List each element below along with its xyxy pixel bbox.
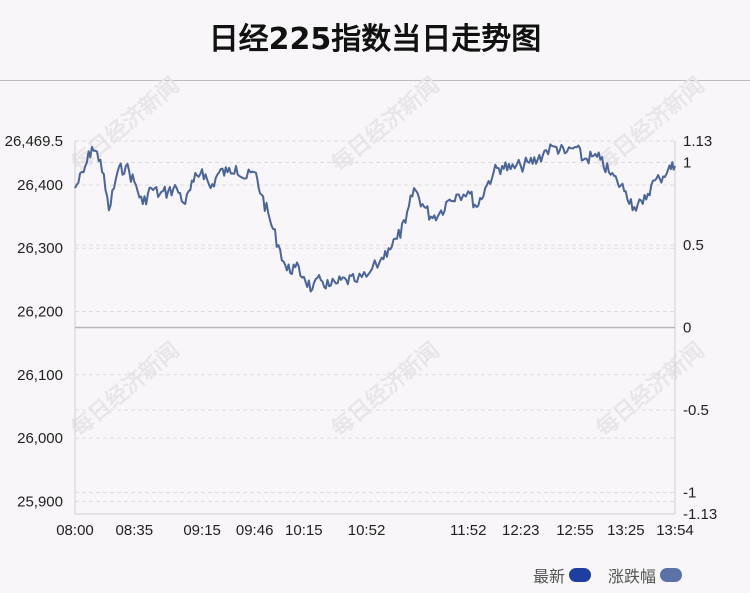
watermark-text: 每日经济新闻	[327, 337, 445, 442]
series-line-latest	[74, 143, 676, 293]
x-tick-label: 09:15	[183, 522, 221, 539]
legend-item-latest[interactable]: 最新	[533, 563, 592, 587]
x-tick-label: 13:54	[656, 522, 694, 539]
y-right-tick-label: 0	[683, 320, 691, 337]
x-tick-label: 08:35	[116, 522, 154, 539]
series-layer	[74, 143, 676, 293]
x-tick-label: 08:00	[56, 522, 94, 539]
x-tick-label: 11:52	[450, 522, 486, 539]
watermark-text: 每日经济新闻	[67, 337, 185, 442]
watermark-text: 每日经济新闻	[592, 72, 710, 177]
y-right-tick-label: -1.13	[683, 506, 717, 523]
y-left-tick-label: 26,100	[17, 367, 63, 384]
y-right-tick-label: 1	[683, 154, 691, 171]
y-right-tick-label: -0.5	[683, 402, 709, 419]
tick-label-layer: 26,469.5 26,400 26,300 26,200 26,100 26,000 25…	[5, 133, 718, 539]
x-tick-label: 09:46	[236, 522, 274, 539]
x-tick-label: 10:52	[348, 522, 386, 539]
x-tick-label: 12:55	[556, 522, 594, 539]
legend-swatch-change	[660, 568, 683, 582]
x-tick-label: 13:25	[607, 522, 645, 539]
y-right-tick-label: 1.13	[683, 133, 712, 150]
title-divider	[0, 80, 750, 81]
axis-layer	[74, 141, 676, 515]
legend-label-latest: 最新	[533, 567, 566, 586]
legend-item-change[interactable]: 涨跌幅	[608, 563, 683, 587]
y-left-tick-label: 26,469.5	[5, 133, 63, 150]
watermark-text: 每日经济新闻	[592, 337, 710, 442]
y-right-tick-label: -1	[683, 485, 696, 502]
watermark-text: 每日经济新闻	[327, 72, 445, 177]
x-tick-label: 10:15	[285, 522, 323, 539]
y-left-tick-label: 26,400	[17, 177, 63, 194]
legend-swatch-latest	[569, 568, 592, 582]
watermark-text: 每日经济新闻	[67, 72, 185, 177]
y-left-tick-label: 26,000	[17, 430, 63, 447]
chart-title: 日经225指数当日走势图	[208, 22, 542, 57]
y-right-tick-label: 0.5	[683, 237, 704, 254]
x-tick-label: 12:23	[502, 522, 540, 539]
legend-label-change: 涨跌幅	[608, 567, 657, 586]
y-left-tick-label: 25,900	[17, 493, 63, 510]
y-left-tick-label: 26,300	[17, 240, 63, 257]
y-left-tick-label: 26,200	[17, 304, 63, 321]
